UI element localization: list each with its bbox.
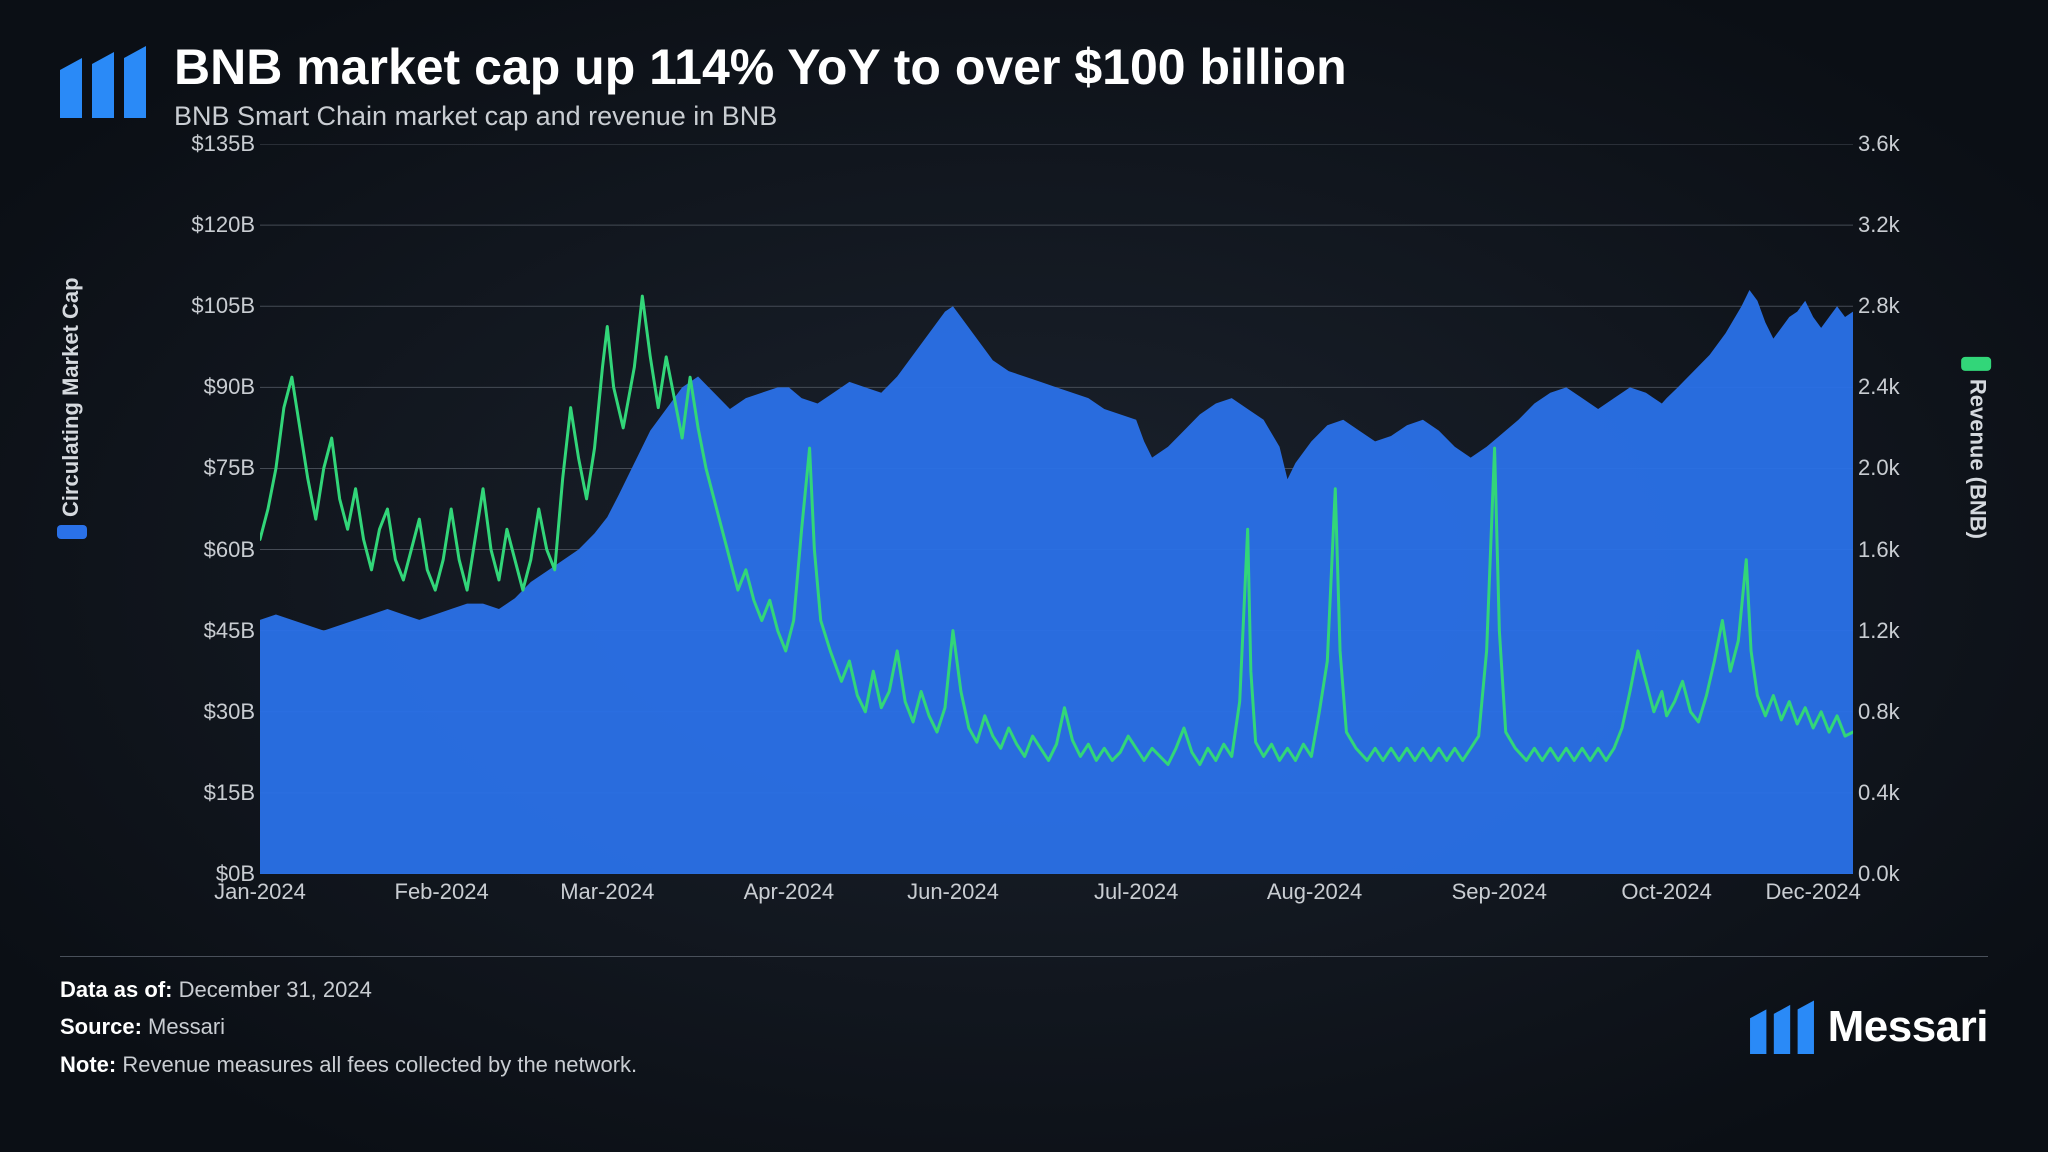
y-right-tick: 1.6k xyxy=(1858,537,1928,563)
x-tick: Feb-2024 xyxy=(395,879,489,905)
x-tick: Mar-2024 xyxy=(560,879,654,905)
marketcap-area xyxy=(260,290,1853,874)
note-label: Note: xyxy=(60,1052,116,1077)
x-tick: Jun-2024 xyxy=(907,879,999,905)
y-right-tick: 2.4k xyxy=(1858,374,1928,400)
messari-logo-icon xyxy=(1750,996,1814,1059)
footer-rule xyxy=(60,956,1988,957)
y-left-tick: $105B xyxy=(165,293,255,319)
note-value: Revenue measures all fees collected by t… xyxy=(122,1052,637,1077)
y-left-tick: $90B xyxy=(165,374,255,400)
x-tick: Dec-2024 xyxy=(1765,879,1860,905)
y-left-axis-label: Circulating Market Cap xyxy=(57,277,87,539)
source-value: Messari xyxy=(148,1014,225,1039)
y-right-tick: 3.6k xyxy=(1858,131,1928,157)
brand-name: Messari xyxy=(1828,1002,1988,1052)
x-tick: Apr-2024 xyxy=(744,879,835,905)
y-right-tick: 3.2k xyxy=(1858,212,1928,238)
x-tick: Aug-2024 xyxy=(1267,879,1362,905)
source-label: Source: xyxy=(60,1014,142,1039)
y-right-tick: 0.4k xyxy=(1858,780,1928,806)
y-left-tick: $60B xyxy=(165,537,255,563)
x-tick: Jul-2024 xyxy=(1094,879,1178,905)
data-as-of-value: December 31, 2024 xyxy=(179,977,372,1002)
chart-footer: Data as of: December 31, 2024 Source: Me… xyxy=(60,971,1988,1083)
y-right-tick: 0.8k xyxy=(1858,699,1928,725)
plot-region xyxy=(260,144,1853,874)
y-right-tick: 2.8k xyxy=(1858,293,1928,319)
y-left-tick: $15B xyxy=(165,780,255,806)
y-right-tick: 2.0k xyxy=(1858,455,1928,481)
messari-logo-icon xyxy=(60,40,146,118)
chart-area: Circulating Market Cap Revenue (BNB) $0B… xyxy=(60,144,1988,934)
y-right-tick: 0.0k xyxy=(1858,861,1928,887)
chart-title: BNB market cap up 114% YoY to over $100 … xyxy=(174,40,1988,95)
y-left-tick: $120B xyxy=(165,212,255,238)
chart-subtitle: BNB Smart Chain market cap and revenue i… xyxy=(174,101,1988,132)
data-as-of-label: Data as of: xyxy=(60,977,172,1002)
x-tick: Oct-2024 xyxy=(1621,879,1712,905)
y-right-tick: 1.2k xyxy=(1858,618,1928,644)
x-tick: Jan-2024 xyxy=(214,879,306,905)
y-right-axis-label: Revenue (BNB) xyxy=(1961,357,1991,539)
y-left-tick: $45B xyxy=(165,618,255,644)
y-left-tick: $135B xyxy=(165,131,255,157)
x-tick: Sep-2024 xyxy=(1452,879,1547,905)
chart-header: BNB market cap up 114% YoY to over $100 … xyxy=(60,40,1988,132)
y-left-tick: $75B xyxy=(165,455,255,481)
y-left-tick: $30B xyxy=(165,699,255,725)
